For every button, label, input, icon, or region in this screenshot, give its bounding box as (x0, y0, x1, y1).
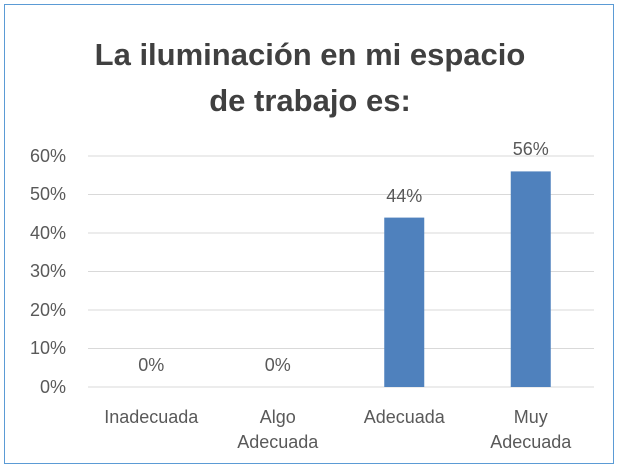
data-label: 44% (386, 185, 423, 206)
bar (510, 171, 551, 387)
y-tick-label: 50% (29, 184, 66, 204)
y-tick-label: 20% (29, 299, 66, 320)
x-tick-label: Muy Adecuada (490, 407, 572, 452)
data-label: 56% (512, 139, 549, 160)
y-tick-label: 40% (29, 222, 66, 243)
x-tick-label: Inadecuada (104, 407, 199, 427)
chart-title: La iluminación en mi espacio de trabajo … (94, 37, 526, 118)
x-tick-label: Algo Adecuada (237, 407, 319, 452)
y-tick-label: 10% (29, 338, 66, 358)
y-tick-label: 30% (29, 261, 66, 281)
data-label: 0% (264, 355, 291, 375)
chart-border (4, 4, 614, 464)
data-label: 0% (138, 355, 165, 375)
bar (384, 217, 425, 387)
x-tick-label: Adecuada (363, 407, 445, 427)
y-tick-label: 0% (39, 376, 66, 397)
y-tick-label: 60% (29, 145, 66, 166)
